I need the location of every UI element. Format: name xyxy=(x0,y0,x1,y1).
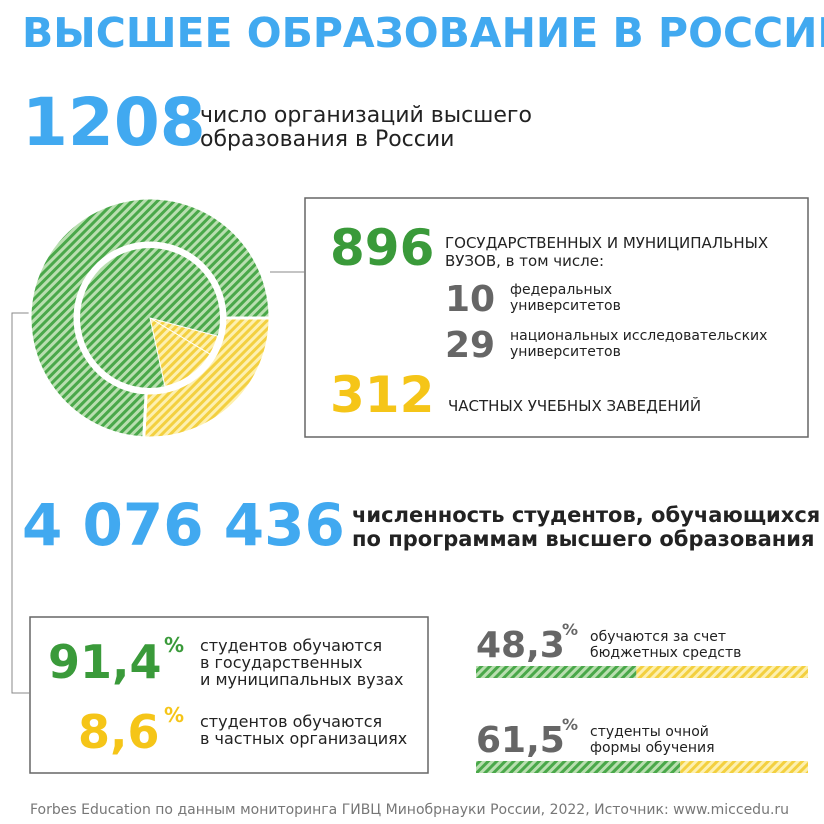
org-text: число организаций высшего xyxy=(200,103,532,128)
bar-text: бюджетных средств xyxy=(590,645,741,661)
bar-text: формы обучения xyxy=(590,740,715,756)
students-text: численность студентов, обучающихся xyxy=(352,503,820,527)
state-text: ГОСУДАРСТВЕННЫХ И МУНИЦИПАЛЬНЫХ xyxy=(445,234,768,252)
federal-count: 10 xyxy=(445,279,495,320)
private-count: 312 xyxy=(330,366,434,424)
students-text: по программам высшего образования xyxy=(352,527,814,551)
share-text: в государственных xyxy=(200,653,362,672)
bar-unit: % xyxy=(562,715,578,734)
private-text: ЧАСТНЫХ УЧЕБНЫХ ЗАВЕДЕНИЙ xyxy=(448,396,701,415)
bar-text: студенты очной xyxy=(590,724,709,740)
org-text: образования в России xyxy=(200,127,454,152)
students-count: 4 076 436 xyxy=(22,491,345,559)
bar-fill xyxy=(476,666,637,678)
state-text: ВУЗОВ, в том числе: xyxy=(445,252,604,270)
bar-unit: % xyxy=(562,620,578,639)
shares-box xyxy=(29,616,429,774)
bar-fill xyxy=(476,761,681,773)
title: ВЫСШЕЕ ОБРАЗОВАНИЕ В РОССИИ xyxy=(22,9,824,57)
bar-value: 48,3 xyxy=(476,625,565,666)
research-text: университетов xyxy=(510,344,621,360)
bar-text: обучаются за счет xyxy=(590,629,726,645)
share-text: и муниципальных вузах xyxy=(200,670,403,689)
federal-text: университетов xyxy=(510,298,621,314)
org-count: 1208 xyxy=(22,84,206,161)
share-unit: % xyxy=(164,633,184,657)
donut-segment xyxy=(28,196,272,440)
donut-segment xyxy=(142,316,272,440)
research-count: 29 xyxy=(445,325,495,366)
inner-wedge xyxy=(149,316,211,387)
bar-value: 61,5 xyxy=(476,720,565,761)
bar-rest xyxy=(680,761,808,773)
connector xyxy=(11,312,40,694)
research-text: национальных исследовательских xyxy=(510,328,767,344)
bar-rest xyxy=(636,666,808,678)
breakdown-box xyxy=(304,197,809,438)
share-value: 91,4 xyxy=(48,635,162,689)
share-value: 8,6 xyxy=(78,705,160,759)
share-text: в частных организациях xyxy=(200,729,407,748)
federal-text: федеральных xyxy=(510,282,612,298)
state-count: 896 xyxy=(330,219,434,277)
share-text: студентов обучаются xyxy=(200,712,382,731)
share-unit: % xyxy=(164,703,184,727)
share-text: студентов обучаются xyxy=(200,636,382,655)
footer: Forbes Education по данным мониторинга Г… xyxy=(30,802,789,818)
